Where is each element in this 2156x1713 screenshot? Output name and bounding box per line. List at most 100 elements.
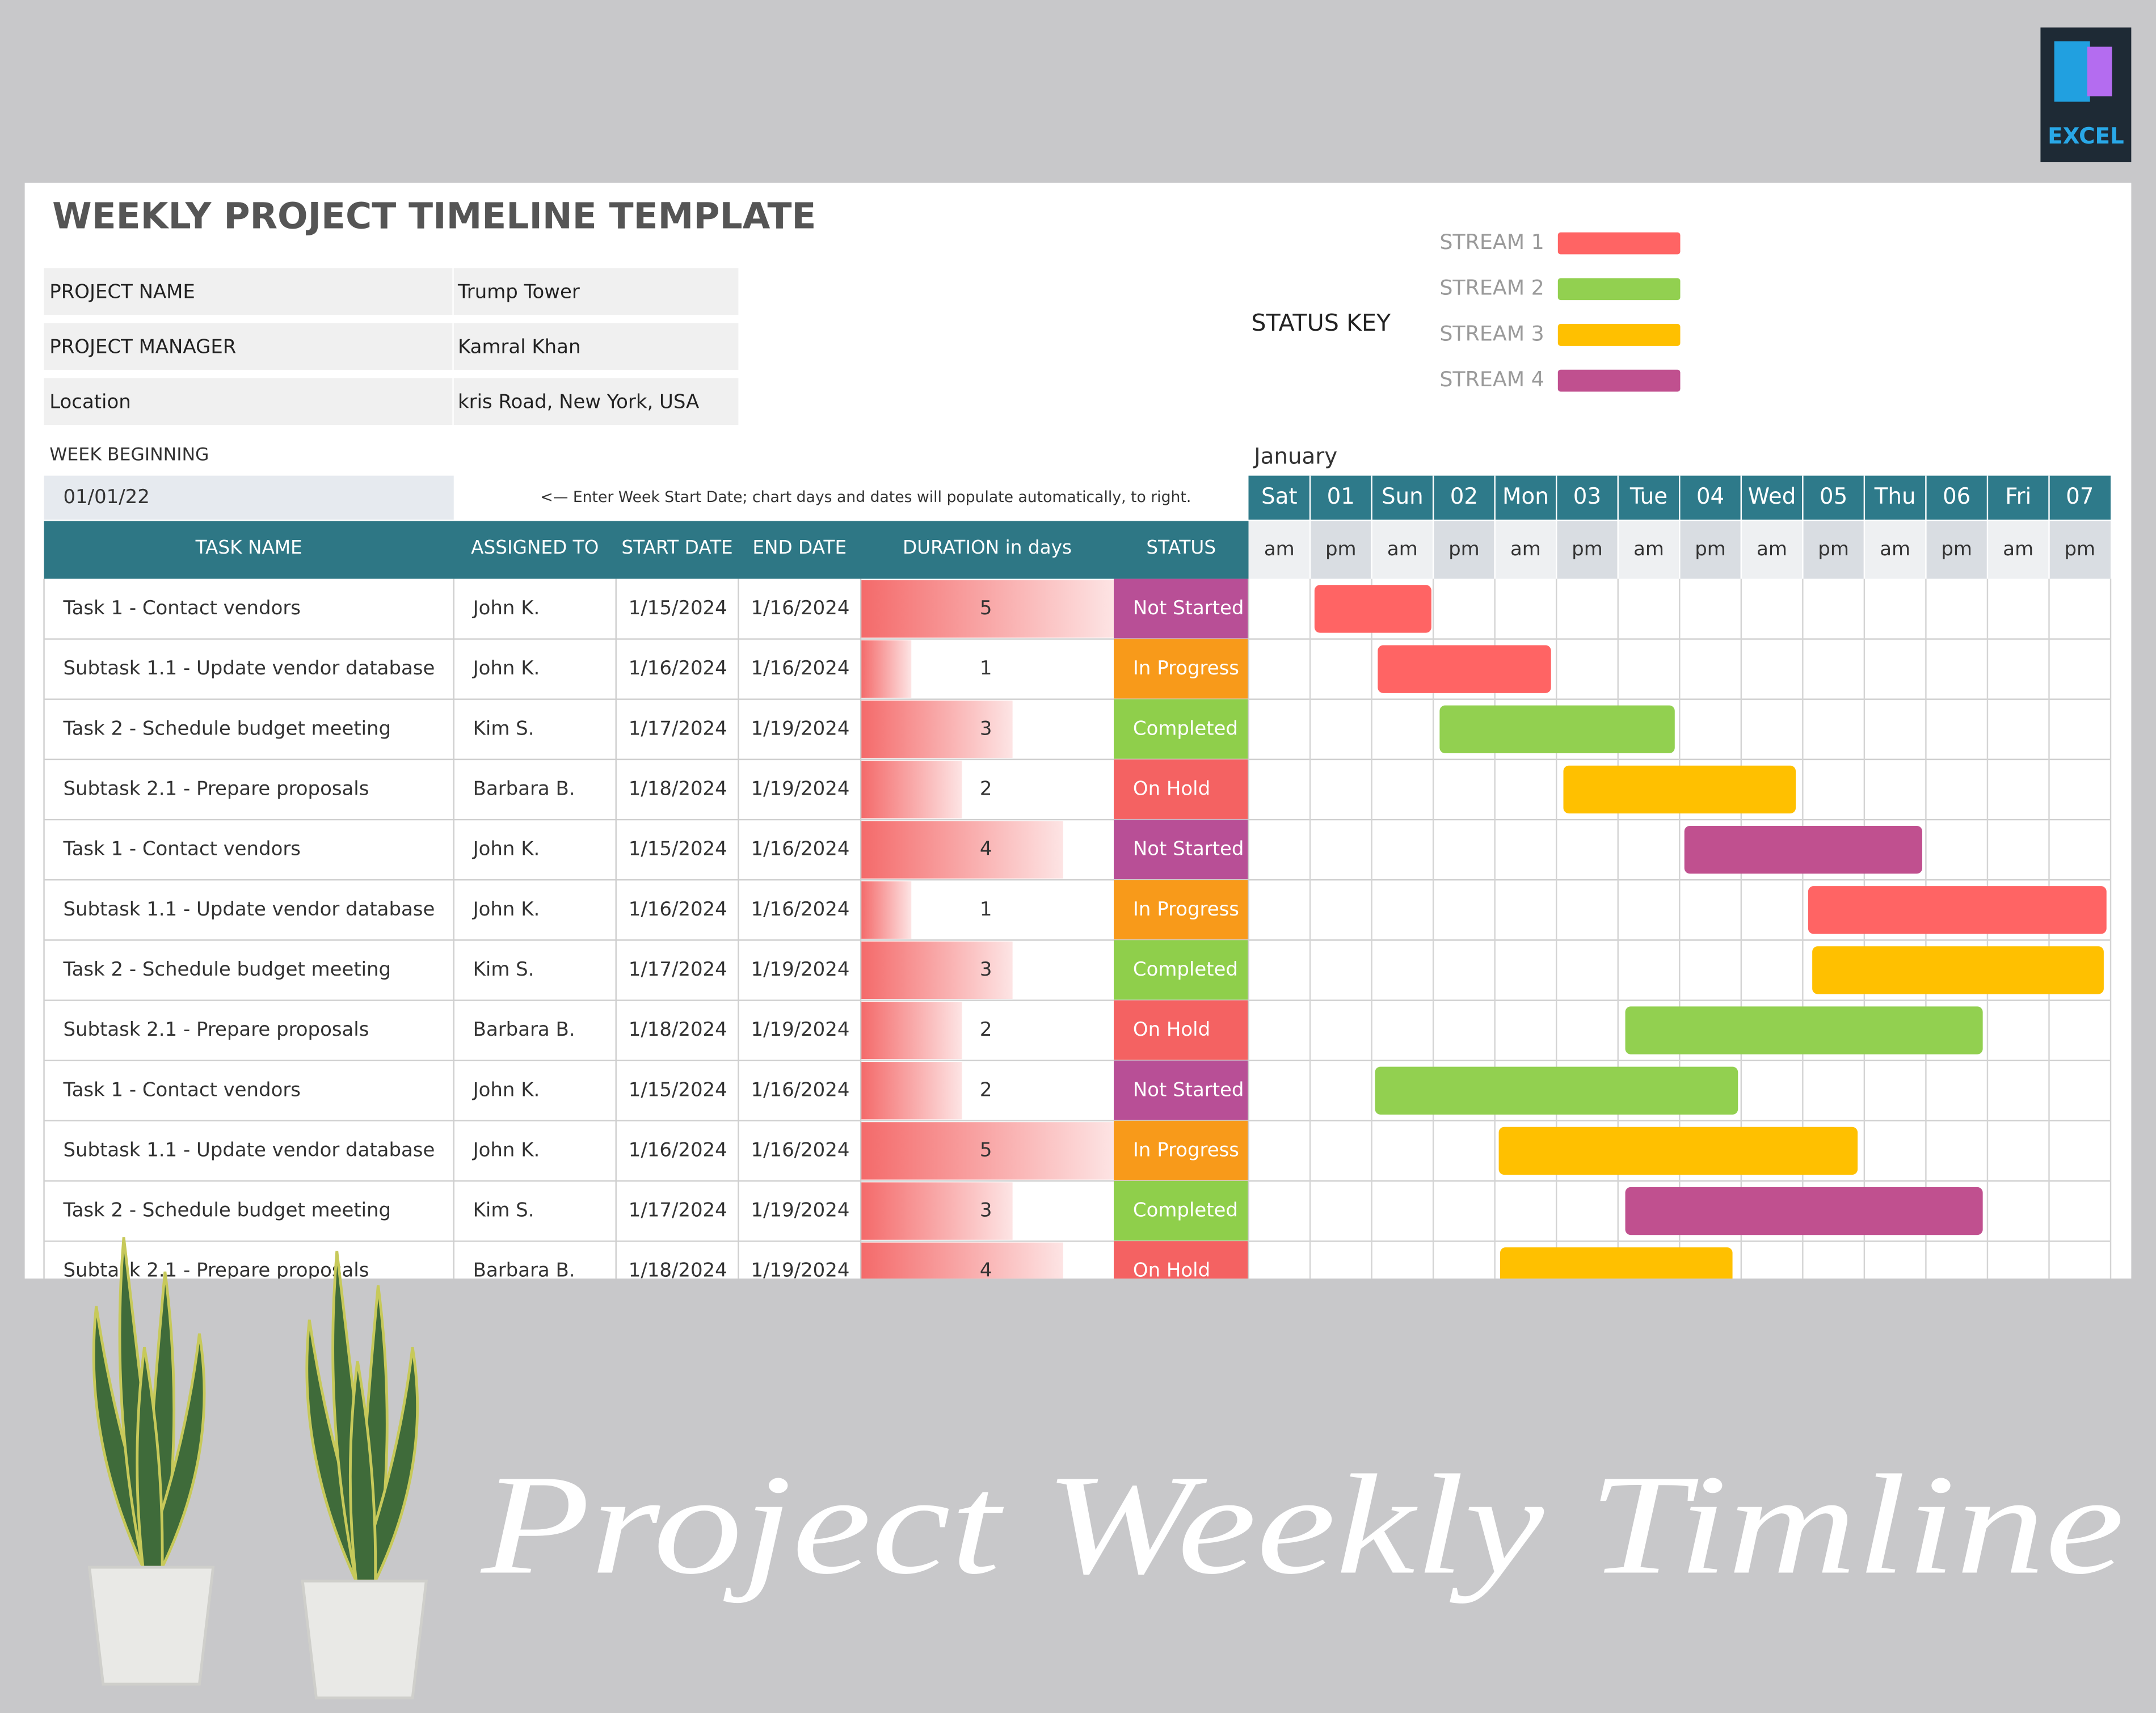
- half-cell: [1926, 521, 1987, 579]
- start-date: 1/15/2024: [629, 1079, 727, 1101]
- calendar-half: pm: [1941, 538, 1972, 560]
- calendar-day: 02: [1450, 484, 1478, 509]
- week-box: [44, 475, 454, 520]
- duration: 1: [980, 657, 992, 680]
- calendar-day: Mon: [1502, 484, 1549, 509]
- info-label: PROJECT MANAGER: [49, 336, 236, 358]
- gantt-bar: [1625, 1006, 1983, 1054]
- excel-icon-page: [2054, 41, 2090, 102]
- calendar-half: am: [1633, 538, 1664, 560]
- calendar-day: Wed: [1748, 484, 1796, 509]
- end-date: 1/16/2024: [751, 1079, 849, 1101]
- calendar-half: am: [2003, 538, 2033, 560]
- status: Not Started: [1133, 838, 1244, 860]
- info-value-cell: [453, 323, 739, 370]
- end-date: 1/19/2024: [751, 718, 849, 740]
- assigned-to: John K.: [472, 838, 540, 860]
- task-name: Subtask 1.1 - Update vendor database: [63, 898, 435, 921]
- duration: 4: [980, 1260, 992, 1282]
- status-cell: [1114, 880, 1249, 940]
- assigned-to: Barbara B.: [473, 778, 575, 800]
- status: In Progress: [1133, 1139, 1239, 1161]
- half-cell: [1618, 521, 1680, 579]
- info-value: Kamral Khan: [458, 336, 580, 358]
- start-date: 1/18/2024: [629, 778, 727, 800]
- title: WEEKLY PROJECT TIMELINE TEMPLATE: [52, 195, 816, 237]
- gantt-bar: [1563, 765, 1796, 814]
- calendar-half: pm: [1695, 538, 1726, 560]
- task-name: Task 1 - Contact vendors: [62, 838, 300, 860]
- calendar-half: am: [1510, 538, 1541, 560]
- half-cell: [1679, 521, 1741, 579]
- info-label-cell: [44, 323, 453, 370]
- stream-swatch: [1557, 369, 1681, 392]
- task-name: Task 1 - Contact vendors: [62, 597, 300, 619]
- status-cell: [1114, 820, 1249, 880]
- status: On Hold: [1133, 1019, 1210, 1041]
- column-header: START DATE: [621, 537, 732, 558]
- calendar-half: pm: [1325, 538, 1357, 560]
- gantt-bar: [1314, 585, 1431, 633]
- end-date: 1/16/2024: [751, 1139, 849, 1161]
- info-value-cell: [453, 268, 739, 315]
- status-cell: [1114, 759, 1249, 820]
- status-cell: [1114, 699, 1249, 760]
- assigned-to: Barbara B.: [473, 1019, 575, 1041]
- end-date: 1/19/2024: [751, 1260, 849, 1282]
- end-date: 1/19/2024: [751, 959, 849, 981]
- assigned-to: Barbara B.: [473, 1260, 575, 1282]
- start-date: 1/16/2024: [629, 1139, 727, 1161]
- gantt-bar: [1500, 1247, 1733, 1279]
- status-cell: [1114, 579, 1249, 639]
- half-cell: [2049, 521, 2111, 579]
- plant-leaf: [348, 1361, 377, 1583]
- assigned-to: John K.: [472, 1139, 540, 1161]
- status-cell: [1114, 1120, 1249, 1182]
- duration-bar: [861, 1242, 1063, 1279]
- end-date: 1/16/2024: [751, 657, 849, 680]
- task-name: Subtask 2.1 - Prepare proposals: [63, 778, 369, 800]
- half-cell: [1248, 521, 1311, 579]
- status: Completed: [1133, 959, 1238, 981]
- info-label: PROJECT NAME: [49, 281, 195, 303]
- duration: 3: [980, 959, 992, 981]
- start-date: 1/18/2024: [629, 1019, 727, 1041]
- half-cell: [1371, 521, 1434, 579]
- calendar-half: am: [1264, 538, 1295, 560]
- task-name: Subtask 2.1 - Prepare proposals: [63, 1019, 369, 1041]
- calendar-day: 06: [1943, 484, 1970, 509]
- status: On Hold: [1133, 778, 1210, 800]
- half-cell: [1741, 521, 1803, 579]
- duration-bar: [861, 761, 962, 818]
- plant-pot: [87, 1566, 215, 1686]
- info-label-cell: [44, 268, 453, 315]
- calendar-day: Fri: [2005, 484, 2031, 509]
- calendar-day: Thu: [1874, 484, 1916, 509]
- month: January: [1253, 444, 1337, 470]
- info-value: Trump Tower: [457, 281, 580, 303]
- column-header: END DATE: [752, 537, 847, 558]
- duration-bar: [861, 701, 1013, 758]
- half-cell: [1494, 521, 1557, 579]
- status-cell: [1114, 1181, 1249, 1242]
- duration-bar: [861, 1001, 962, 1060]
- info-value-cell: [453, 378, 739, 425]
- duration: 2: [980, 778, 992, 800]
- duration: 2: [980, 1019, 992, 1041]
- plant-leaf: [141, 1333, 206, 1569]
- calendar-day: 01: [1327, 484, 1355, 509]
- half-cell: [1803, 521, 1864, 579]
- assigned-to: Kim S.: [473, 959, 534, 981]
- end-date: 1/19/2024: [751, 1200, 849, 1222]
- duration-bar: [861, 1062, 962, 1120]
- gantt-bar: [1498, 1126, 1858, 1175]
- duration: 5: [980, 1139, 992, 1161]
- assigned-to: John K.: [472, 1079, 540, 1101]
- duration: 1: [980, 898, 992, 921]
- calendar-day: 07: [2066, 484, 2094, 509]
- plant-pot: [301, 1579, 428, 1699]
- task-name: Task 2 - Schedule budget meeting: [62, 1200, 391, 1222]
- banner: Project Weekly Timline: [480, 1445, 2125, 1604]
- status-cell: [1114, 639, 1249, 699]
